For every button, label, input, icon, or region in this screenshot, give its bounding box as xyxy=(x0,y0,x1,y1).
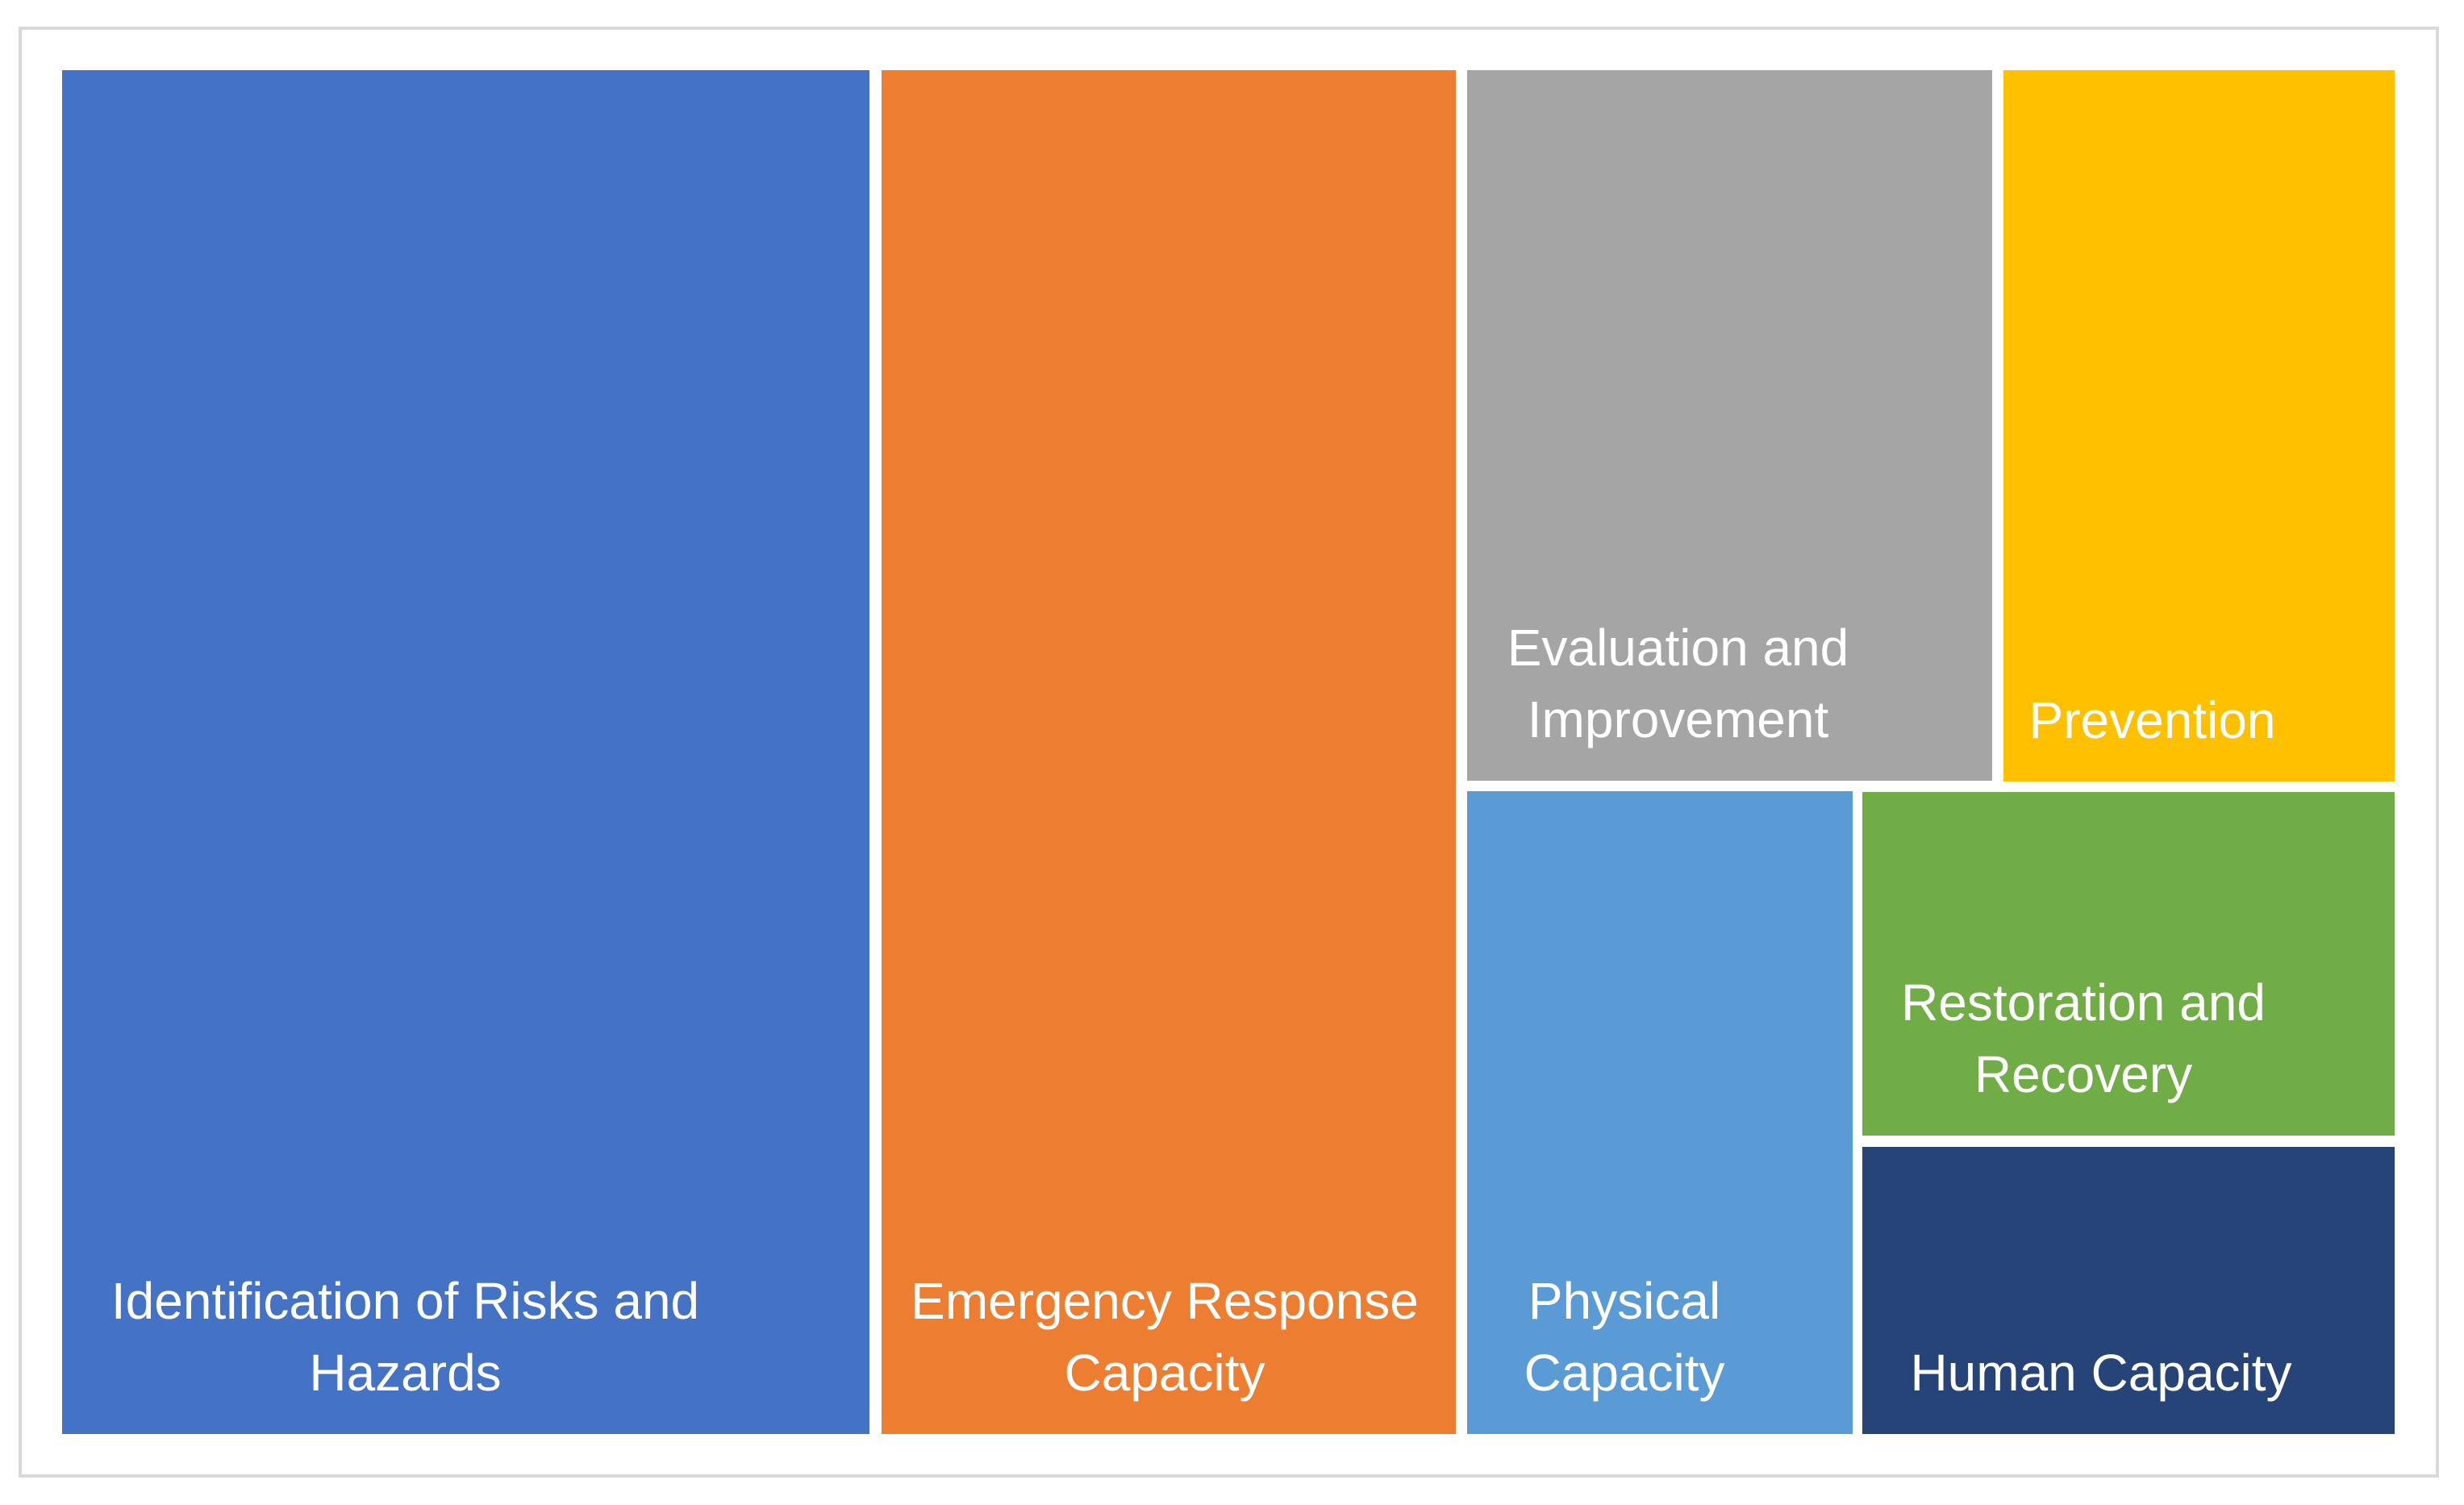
treemap-tile-evaluation-and-improvement[interactable]: Evaluation and Improvement xyxy=(1467,70,1992,781)
tile-label: Emergency Response Capacity xyxy=(911,1271,1419,1403)
treemap-tile-prevention[interactable]: Prevention xyxy=(2003,70,2395,782)
treemap-tile-identification-of-risks-and-hazards[interactable]: Identification of Risks and Hazards xyxy=(62,70,869,1434)
treemap-tile-emergency-response-capacity[interactable]: Emergency Response Capacity xyxy=(882,70,1456,1434)
tile-label: Evaluation and Improvement xyxy=(1507,618,1849,749)
treemap-tile-human-capacity[interactable]: Human Capacity xyxy=(1862,1147,2395,1434)
tile-label: Human Capacity xyxy=(1910,1344,2292,1403)
treemap-tile-restoration-and-recovery[interactable]: Restoration and Recovery xyxy=(1862,792,2395,1136)
tile-label: Prevention xyxy=(2028,691,2276,750)
tile-label: Identification of Risks and Hazards xyxy=(110,1271,700,1403)
tile-label: Physical Capacity xyxy=(1524,1271,1725,1403)
tile-label: Restoration and Recovery xyxy=(1901,973,2266,1104)
treemap-tile-physical-capacity[interactable]: Physical Capacity xyxy=(1467,791,1853,1434)
